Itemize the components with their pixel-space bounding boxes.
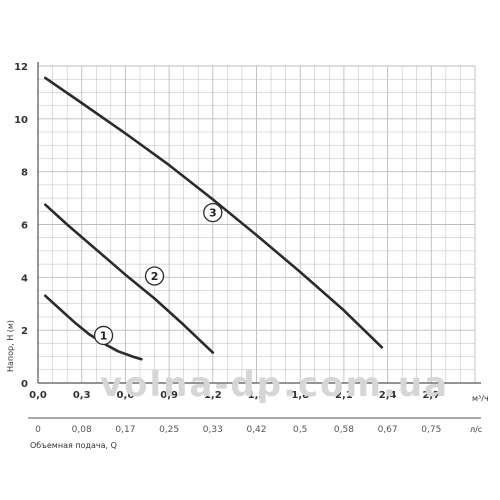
x-secondary-tick-label: 0,75 <box>421 425 441 435</box>
x-axis-unit-primary: м³/ч <box>472 394 489 403</box>
curve-label-1: 1 <box>100 329 108 342</box>
grid <box>37 65 476 384</box>
curve-2 <box>44 203 215 354</box>
x-secondary-tick-label: 0,58 <box>334 425 354 435</box>
x-tick-label: 0,6 <box>117 390 135 401</box>
curve-label-2: 2 <box>151 270 159 283</box>
x-tick-label: 2,4 <box>379 390 397 401</box>
x-secondary-tick-label: 0,33 <box>203 425 223 435</box>
x-secondary-tick-label: 0,5 <box>293 425 307 435</box>
y-axis-label: Напор, H (м) <box>6 320 15 372</box>
x-secondary-tick-label: 0,08 <box>72 425 92 435</box>
x-secondary-tick-label: 0,17 <box>115 425 135 435</box>
y-tick-label: 0 <box>21 379 28 390</box>
x-secondary-tick-label: 0,67 <box>378 425 398 435</box>
curve-label-marker <box>144 266 165 286</box>
x-secondary-tick-label: 0,25 <box>159 425 179 435</box>
y-tick-label: 10 <box>14 115 28 126</box>
x-tick-label: 2,1 <box>335 390 353 401</box>
curves: 1 2 3 <box>44 76 384 361</box>
x-secondary-tick-label: 0 <box>35 425 41 435</box>
y-tick-label: 4 <box>21 273 28 284</box>
x-tick-label: 0,0 <box>29 390 47 401</box>
x-tick-label: 1,5 <box>248 390 266 401</box>
curve-label-marker <box>203 202 223 223</box>
y-tick-label: 8 <box>21 168 28 179</box>
watermark: volna-dp.com.ua <box>100 365 449 405</box>
x-axis-label: Объемная подача, Q <box>30 441 117 450</box>
x-axis-unit-secondary: л/с <box>470 425 482 434</box>
y-tick-label: 12 <box>14 62 28 73</box>
x-tick-label: 1,8 <box>291 390 309 401</box>
x-secondary-tick-label: 0,42 <box>246 425 266 435</box>
curve-3 <box>44 76 384 349</box>
x-tick-label: 0,9 <box>160 390 178 401</box>
y-tick-label: 6 <box>21 221 28 232</box>
curve-label-marker <box>93 325 114 346</box>
curve-1 <box>44 294 143 361</box>
y-tick-label: 2 <box>21 326 28 337</box>
axes <box>28 62 481 419</box>
x-tick-label: 0,3 <box>73 390 91 401</box>
x-tick-label: 2,7 <box>422 390 440 401</box>
x-tick-label: 1,2 <box>204 390 222 401</box>
curve-label-3: 3 <box>209 207 217 220</box>
